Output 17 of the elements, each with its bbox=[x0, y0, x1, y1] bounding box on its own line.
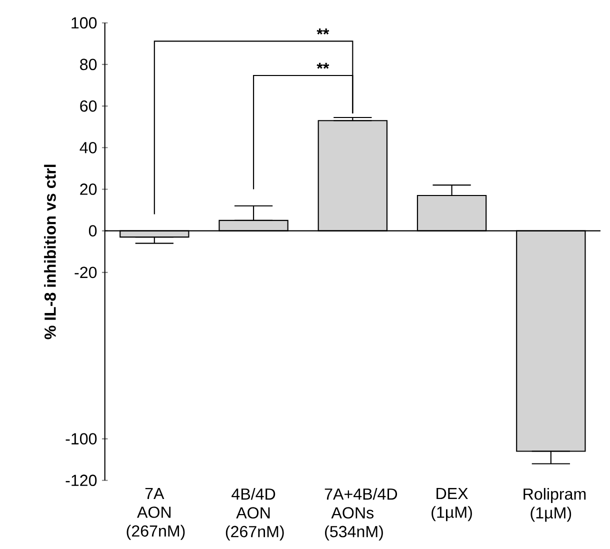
y-tick-label: 40 bbox=[80, 142, 97, 154]
x-tick-label: 7A AON (267nM) bbox=[126, 488, 185, 540]
x-tick-label: 4B/4D AON (267nM) bbox=[226, 488, 284, 540]
y-tick-label: 80 bbox=[80, 58, 97, 70]
y-tick-label: 100 bbox=[72, 17, 97, 29]
y-axis-title: % IL-8 inhibition vs ctrl bbox=[44, 164, 56, 340]
annotation: ** bbox=[316, 28, 330, 34]
y-tick-label: -120 bbox=[66, 474, 97, 486]
y-tick-label: 0 bbox=[88, 225, 97, 237]
y-tick-label: 20 bbox=[80, 184, 97, 195]
y-tick-label: 60 bbox=[80, 100, 97, 112]
y-tick-label: -100 bbox=[66, 433, 97, 444]
x-tick-label: DEX (1µM) bbox=[432, 488, 472, 522]
annotation: ** bbox=[316, 62, 330, 69]
y-tick-label: -20 bbox=[74, 266, 97, 278]
x-tick-label: 7A+4B/4D AONs (534nM) bbox=[324, 488, 398, 540]
x-tick-label: Rolipram (1µM) bbox=[524, 488, 586, 522]
